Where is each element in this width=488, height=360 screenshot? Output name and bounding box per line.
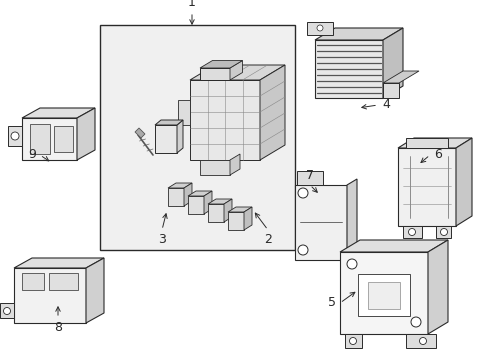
Polygon shape: [224, 199, 231, 222]
Polygon shape: [207, 199, 231, 204]
Polygon shape: [296, 171, 323, 185]
Polygon shape: [229, 154, 240, 175]
Polygon shape: [339, 240, 447, 252]
Polygon shape: [314, 28, 402, 40]
Polygon shape: [22, 118, 77, 160]
Circle shape: [297, 188, 307, 198]
Polygon shape: [306, 22, 332, 35]
Polygon shape: [155, 125, 177, 153]
Polygon shape: [339, 252, 427, 334]
Polygon shape: [227, 212, 244, 230]
Polygon shape: [382, 28, 402, 98]
Polygon shape: [244, 207, 251, 230]
Text: 9: 9: [28, 148, 36, 162]
Bar: [100, 25, 294, 250]
Polygon shape: [405, 334, 435, 348]
Polygon shape: [49, 273, 78, 290]
Polygon shape: [14, 258, 104, 268]
Polygon shape: [402, 226, 421, 238]
Polygon shape: [54, 126, 73, 152]
Polygon shape: [227, 207, 251, 212]
Polygon shape: [200, 60, 242, 68]
Polygon shape: [229, 60, 242, 80]
Polygon shape: [455, 138, 471, 226]
Polygon shape: [190, 80, 260, 160]
Polygon shape: [314, 40, 382, 98]
Circle shape: [349, 338, 356, 345]
Polygon shape: [168, 188, 183, 206]
Polygon shape: [168, 183, 192, 188]
Text: 6: 6: [433, 148, 441, 162]
Polygon shape: [260, 65, 285, 160]
Circle shape: [346, 259, 356, 269]
Text: 7: 7: [305, 169, 313, 182]
Polygon shape: [397, 138, 471, 148]
Polygon shape: [345, 334, 361, 348]
Polygon shape: [382, 83, 398, 98]
Polygon shape: [30, 124, 50, 154]
Circle shape: [410, 317, 420, 327]
Circle shape: [297, 245, 307, 255]
Text: 1: 1: [188, 0, 196, 9]
Polygon shape: [346, 179, 356, 260]
Circle shape: [3, 307, 10, 315]
Circle shape: [419, 338, 426, 345]
Polygon shape: [22, 108, 95, 118]
Polygon shape: [427, 240, 447, 334]
Polygon shape: [367, 282, 399, 309]
Polygon shape: [203, 191, 212, 214]
Polygon shape: [155, 120, 183, 125]
Polygon shape: [405, 138, 447, 148]
Text: 4: 4: [381, 99, 389, 112]
Polygon shape: [187, 191, 212, 196]
Polygon shape: [86, 258, 104, 323]
Polygon shape: [14, 268, 86, 323]
Polygon shape: [190, 65, 285, 80]
Polygon shape: [357, 274, 409, 316]
Polygon shape: [135, 128, 145, 138]
Polygon shape: [187, 196, 203, 214]
Polygon shape: [397, 148, 455, 226]
Polygon shape: [435, 226, 450, 238]
Polygon shape: [22, 273, 44, 290]
Polygon shape: [200, 160, 229, 175]
Text: 5: 5: [327, 297, 335, 310]
Polygon shape: [0, 303, 14, 318]
Polygon shape: [207, 204, 224, 222]
Polygon shape: [382, 71, 418, 83]
Circle shape: [316, 25, 323, 31]
Polygon shape: [178, 100, 190, 125]
Text: 2: 2: [264, 233, 271, 246]
Polygon shape: [200, 68, 229, 80]
Polygon shape: [294, 185, 346, 260]
Circle shape: [11, 132, 19, 140]
Text: 8: 8: [54, 321, 62, 334]
Polygon shape: [77, 108, 95, 160]
Polygon shape: [8, 126, 22, 146]
Polygon shape: [177, 120, 183, 153]
Text: 3: 3: [158, 233, 165, 246]
Polygon shape: [183, 183, 192, 206]
Circle shape: [440, 229, 447, 235]
Circle shape: [407, 229, 415, 235]
